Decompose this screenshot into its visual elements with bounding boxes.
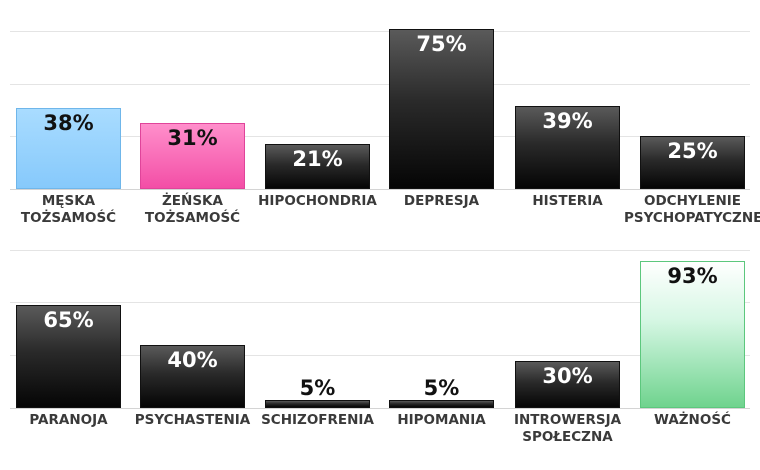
gridline <box>10 31 750 32</box>
category-label: PARANOJA <box>29 412 108 428</box>
category-label: DEPRESJA <box>403 193 480 209</box>
bar-value-label: 65% <box>43 308 94 332</box>
category-label: ŻEŃSKA TOŻSAMOŚĆ <box>144 193 241 226</box>
bar-value-label: 38% <box>43 111 94 135</box>
category-label: WAŻNOŚĆ <box>654 412 731 428</box>
bar-value-label: 40% <box>167 348 218 372</box>
category-label: PSYCHASTENIA <box>134 412 251 428</box>
bar-value-label: 93% <box>667 264 718 288</box>
bar <box>265 144 370 189</box>
baseline <box>10 408 750 409</box>
category-label: SCHIZOFRENIA <box>261 412 374 428</box>
category-label: HIPOCHONDRIA <box>258 193 377 209</box>
bar-value-label: 30% <box>542 364 593 388</box>
bar <box>140 123 245 189</box>
bar <box>640 261 745 408</box>
bar-value-label: 5% <box>423 376 460 400</box>
category-label: HIPOMANIA <box>397 412 486 428</box>
gridline <box>10 84 750 85</box>
bar-value-label: 31% <box>167 126 218 150</box>
baseline <box>10 189 750 190</box>
category-label: ODCHYLENIE PSYCHOPATYCZNE <box>624 193 760 226</box>
bar <box>515 106 620 189</box>
bar <box>16 305 121 408</box>
gridline <box>10 355 750 356</box>
bar <box>389 29 494 189</box>
bar <box>389 400 494 408</box>
category-label: MĘSKA TOŻSAMOŚĆ <box>20 193 117 226</box>
bar-value-label: 5% <box>299 376 336 400</box>
bar-value-label: 25% <box>667 139 718 163</box>
bar-value-label: 39% <box>542 109 593 133</box>
bar-value-label: 21% <box>292 147 343 171</box>
bar-value-label: 75% <box>416 32 467 56</box>
bar <box>140 345 245 408</box>
gridline <box>10 136 750 137</box>
category-label: INTROWERSJA SPOŁECZNA <box>513 412 622 445</box>
bar <box>640 136 745 189</box>
bar <box>265 400 370 408</box>
category-label: HISTERIA <box>532 193 603 209</box>
gridline <box>10 250 750 251</box>
gridline <box>10 302 750 303</box>
bar <box>515 361 620 408</box>
bar <box>16 108 121 189</box>
